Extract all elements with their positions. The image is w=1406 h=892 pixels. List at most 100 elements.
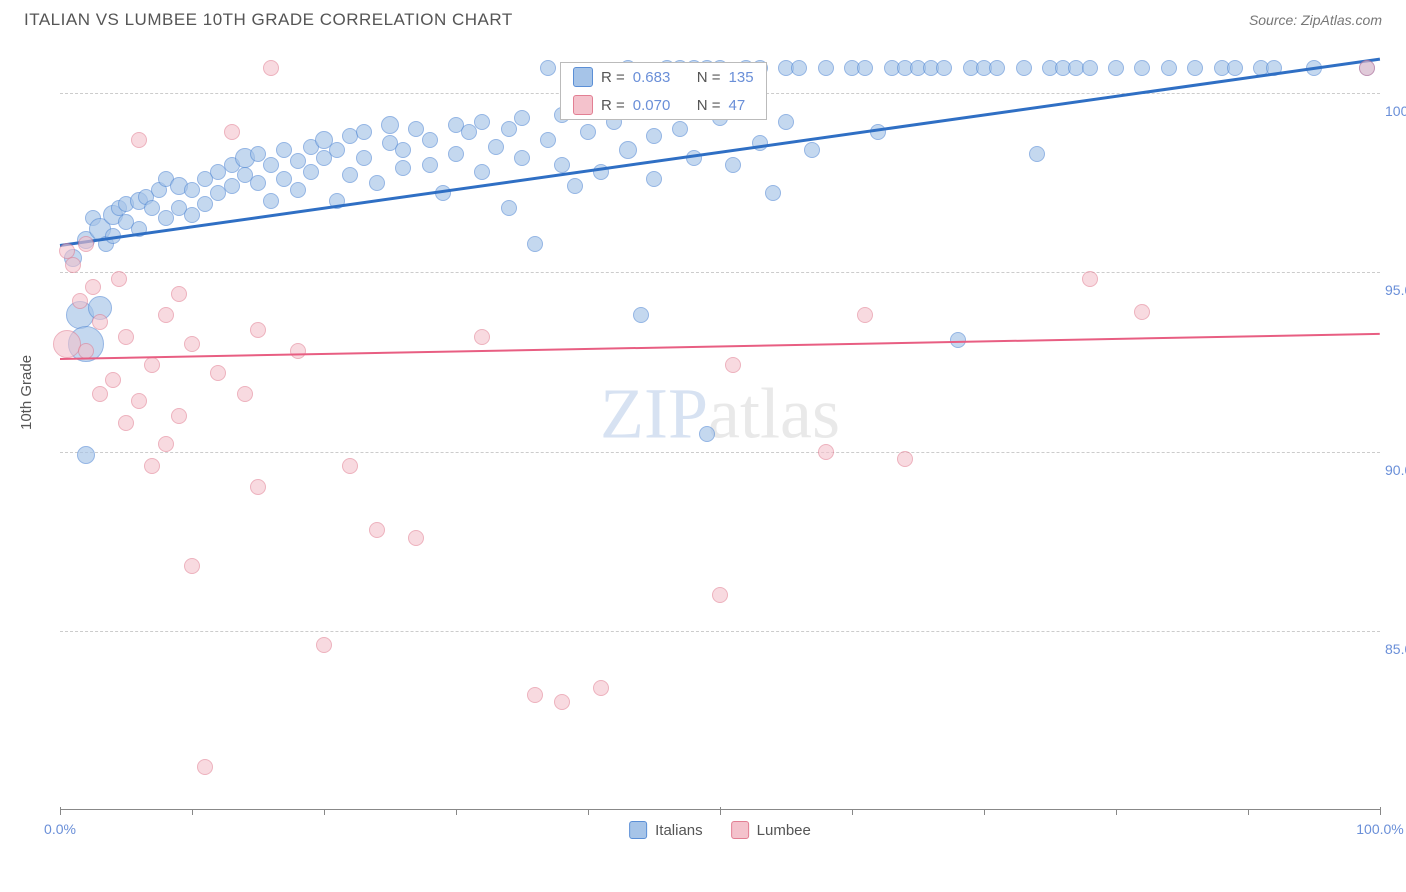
scatter-point bbox=[857, 307, 873, 323]
scatter-point bbox=[263, 157, 279, 173]
scatter-point bbox=[527, 236, 543, 252]
ytick-label: 90.0% bbox=[1385, 462, 1406, 478]
gridline bbox=[60, 272, 1380, 273]
scatter-point bbox=[78, 236, 94, 252]
scatter-point bbox=[765, 185, 781, 201]
scatter-point bbox=[646, 128, 662, 144]
chart-plot-area: ZIPatlas 85.0%90.0%95.0%100.0%0.0%100.0%… bbox=[60, 50, 1380, 810]
scatter-point bbox=[857, 60, 873, 76]
scatter-point bbox=[369, 522, 385, 538]
scatter-point bbox=[527, 687, 543, 703]
xtick bbox=[456, 809, 457, 815]
scatter-point bbox=[184, 207, 200, 223]
scatter-point bbox=[263, 193, 279, 209]
legend-row: R = 0.070N = 47 bbox=[561, 91, 766, 119]
scatter-point bbox=[1016, 60, 1032, 76]
xtick bbox=[852, 809, 853, 815]
ytick-label: 95.0% bbox=[1385, 282, 1406, 298]
scatter-point bbox=[342, 458, 358, 474]
scatter-point bbox=[77, 446, 95, 464]
scatter-point bbox=[712, 587, 728, 603]
scatter-point bbox=[356, 124, 372, 140]
scatter-point bbox=[92, 314, 108, 330]
scatter-point bbox=[105, 372, 121, 388]
scatter-point bbox=[646, 171, 662, 187]
bottom-legend-item: Italians bbox=[629, 821, 703, 839]
scatter-point bbox=[672, 121, 688, 137]
scatter-point bbox=[92, 386, 108, 402]
xtick bbox=[720, 807, 721, 815]
ytick-label: 85.0% bbox=[1385, 641, 1406, 657]
scatter-point bbox=[474, 164, 490, 180]
scatter-point bbox=[540, 60, 556, 76]
legend-swatch bbox=[573, 95, 593, 115]
scatter-point bbox=[514, 150, 530, 166]
scatter-point bbox=[593, 680, 609, 696]
scatter-point bbox=[158, 436, 174, 452]
scatter-point bbox=[1029, 146, 1045, 162]
scatter-point bbox=[290, 182, 306, 198]
scatter-point bbox=[725, 157, 741, 173]
ytick-label: 100.0% bbox=[1385, 103, 1406, 119]
scatter-point bbox=[699, 426, 715, 442]
bottom-legend: Italians Lumbee bbox=[629, 821, 811, 839]
scatter-point bbox=[263, 60, 279, 76]
scatter-point bbox=[111, 271, 127, 287]
bottom-legend-item: Lumbee bbox=[731, 821, 811, 839]
scatter-point bbox=[171, 286, 187, 302]
scatter-point bbox=[897, 451, 913, 467]
scatter-point bbox=[804, 142, 820, 158]
scatter-point bbox=[567, 178, 583, 194]
scatter-point bbox=[554, 157, 570, 173]
scatter-point bbox=[791, 60, 807, 76]
scatter-point bbox=[725, 357, 741, 373]
scatter-point bbox=[224, 178, 240, 194]
scatter-point bbox=[1227, 60, 1243, 76]
xtick bbox=[1116, 809, 1117, 815]
xtick bbox=[984, 809, 985, 815]
scatter-point bbox=[395, 142, 411, 158]
scatter-point bbox=[210, 365, 226, 381]
scatter-point bbox=[554, 694, 570, 710]
scatter-point bbox=[580, 124, 596, 140]
scatter-point bbox=[158, 210, 174, 226]
scatter-point bbox=[1134, 304, 1150, 320]
scatter-point bbox=[184, 336, 200, 352]
scatter-point bbox=[1161, 60, 1177, 76]
gridline bbox=[60, 452, 1380, 453]
legend-label: Italians bbox=[655, 822, 703, 839]
xtick bbox=[1248, 809, 1249, 815]
stats-legend: R = 0.683N = 135R = 0.070N = 47 bbox=[560, 62, 767, 120]
scatter-point bbox=[778, 114, 794, 130]
scatter-point bbox=[250, 322, 266, 338]
scatter-point bbox=[369, 175, 385, 191]
scatter-point bbox=[1082, 60, 1098, 76]
xtick bbox=[1380, 807, 1381, 815]
scatter-point bbox=[184, 182, 200, 198]
scatter-point bbox=[1082, 271, 1098, 287]
scatter-point bbox=[1187, 60, 1203, 76]
scatter-point bbox=[250, 479, 266, 495]
scatter-point bbox=[131, 132, 147, 148]
scatter-point bbox=[540, 132, 556, 148]
scatter-point bbox=[989, 60, 1005, 76]
scatter-point bbox=[144, 458, 160, 474]
scatter-point bbox=[65, 257, 81, 273]
legend-swatch bbox=[731, 821, 749, 839]
scatter-point bbox=[184, 558, 200, 574]
scatter-point bbox=[342, 167, 358, 183]
scatter-point bbox=[356, 150, 372, 166]
scatter-point bbox=[501, 121, 517, 137]
xtick-label: 0.0% bbox=[44, 821, 76, 837]
scatter-point bbox=[474, 329, 490, 345]
xtick bbox=[192, 809, 193, 815]
scatter-point bbox=[290, 343, 306, 359]
legend-label: Lumbee bbox=[757, 822, 811, 839]
scatter-point bbox=[224, 124, 240, 140]
scatter-point bbox=[85, 279, 101, 295]
xtick bbox=[324, 809, 325, 815]
scatter-point bbox=[1134, 60, 1150, 76]
scatter-point bbox=[619, 141, 637, 159]
scatter-point bbox=[171, 408, 187, 424]
scatter-point bbox=[422, 157, 438, 173]
